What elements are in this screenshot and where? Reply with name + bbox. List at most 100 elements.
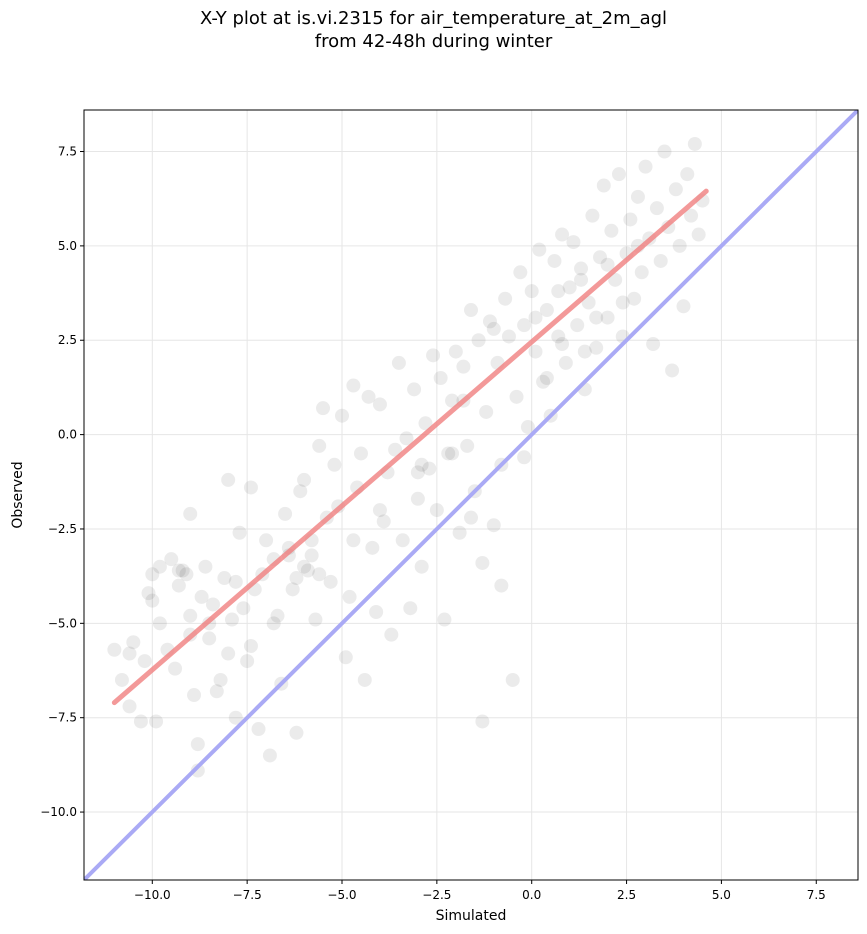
data-point [589, 340, 604, 355]
data-point [316, 401, 331, 416]
data-point [668, 182, 683, 197]
data-point [505, 672, 520, 687]
data-point [422, 461, 437, 476]
chart-title-line-1: X-Y plot at is.vi.2315 for air_temperatu… [199, 8, 668, 29]
data-point [190, 737, 205, 752]
data-point [657, 144, 672, 159]
data-point [630, 189, 645, 204]
data-point [293, 484, 308, 499]
data-point [327, 457, 342, 472]
data-point [528, 310, 543, 325]
data-point [627, 291, 642, 306]
data-point [517, 450, 532, 465]
data-point [403, 601, 418, 616]
data-point [691, 227, 706, 242]
data-point [600, 257, 615, 272]
data-point [680, 167, 695, 182]
data-point [376, 514, 391, 529]
data-point [228, 710, 243, 725]
data-point [259, 533, 274, 548]
data-point [217, 571, 232, 586]
data-point [426, 348, 441, 363]
data-point [365, 540, 380, 555]
data-point [278, 506, 293, 521]
data-point [596, 178, 611, 193]
data-point [357, 672, 372, 687]
data-point [202, 631, 217, 646]
y-tick-label: 0.0 [58, 428, 77, 442]
data-point [475, 714, 490, 729]
data-point [539, 370, 554, 385]
points-layer [107, 136, 710, 778]
data-point [448, 344, 463, 359]
data-point [183, 608, 198, 623]
data-point [266, 616, 281, 631]
data-point [539, 303, 554, 318]
data-point [665, 363, 680, 378]
data-point [593, 250, 607, 265]
data-point [126, 635, 141, 650]
data-point [456, 359, 471, 374]
data-point [475, 555, 490, 570]
y-axis-label: Observed [10, 461, 26, 528]
data-point [228, 574, 243, 589]
x-tick-label: −10.0 [134, 888, 171, 902]
data-point [243, 480, 258, 495]
data-point [122, 699, 137, 714]
y-tick-label: −10.0 [40, 805, 77, 819]
data-point [149, 714, 164, 729]
data-point [300, 563, 315, 578]
lines-layer [84, 110, 858, 880]
data-point [520, 420, 535, 435]
data-point [649, 201, 664, 216]
data-point [429, 503, 444, 518]
grid-layer [84, 110, 858, 880]
data-point [532, 242, 547, 257]
data-point [221, 646, 236, 661]
data-point [418, 416, 433, 431]
data-point [171, 563, 186, 578]
data-point [122, 646, 137, 661]
data-point [346, 533, 361, 548]
data-point [407, 382, 422, 397]
data-point [133, 714, 148, 729]
y-tick-label: 7.5 [58, 145, 77, 159]
data-point [190, 763, 205, 778]
data-point [410, 465, 425, 480]
data-point [361, 389, 376, 404]
x-tick-label: 2.5 [617, 888, 636, 902]
data-point [206, 597, 220, 612]
data-point [486, 518, 501, 533]
data-point [441, 446, 456, 461]
data-point [353, 446, 368, 461]
x-tick-label: 0.0 [522, 888, 541, 902]
data-point [262, 748, 277, 763]
data-point [399, 431, 414, 446]
data-point [445, 393, 460, 408]
ticks-layer: −10.0 −7.5 −5.0 −2.5 0.0 2.5 5.0 7.5 −10.0 −7.5 −5… [40, 145, 826, 902]
fit-line [111, 188, 709, 706]
data-point [433, 370, 448, 385]
data-point [589, 310, 604, 325]
data-point [338, 650, 353, 665]
data-point [323, 574, 338, 589]
data-point [577, 344, 592, 359]
data-point [414, 559, 429, 574]
data-point [464, 303, 478, 318]
data-point [494, 578, 509, 593]
data-point [536, 374, 551, 389]
data-point [482, 314, 497, 329]
data-point [437, 612, 452, 627]
y-tick-label: −5.0 [48, 616, 77, 630]
data-point [388, 442, 403, 457]
data-point [566, 235, 581, 250]
data-point [194, 589, 209, 604]
data-point [312, 567, 327, 582]
data-point [653, 253, 668, 268]
data-point [547, 253, 562, 268]
data-point [171, 578, 186, 593]
data-point [623, 212, 638, 227]
data-point [251, 722, 266, 737]
